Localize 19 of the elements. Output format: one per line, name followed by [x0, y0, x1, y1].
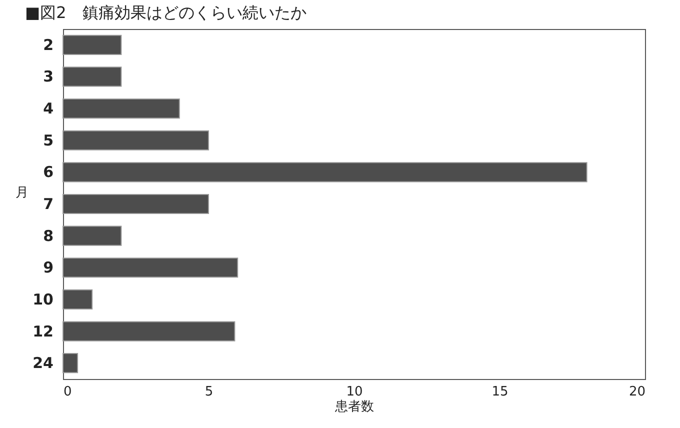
y-tick-label: 10 [32, 290, 54, 308]
y-tick-label: 8 [43, 226, 54, 245]
x-tick-label: 5 [204, 384, 214, 400]
y-tick-label: 7 [43, 195, 54, 213]
y-tick-label: 9 [43, 258, 54, 277]
x-tick-label: 10 [346, 384, 363, 400]
y-tick-label: 3 [43, 68, 54, 86]
y-tick-label: 2 [43, 36, 54, 54]
x-axis-title: 患者数 [334, 400, 374, 414]
y-tick-label: 12 [32, 322, 54, 340]
y-axis-title: 月 [16, 186, 28, 200]
x-tick-label: 15 [492, 384, 508, 400]
y-tick-label: 5 [43, 131, 54, 150]
x-tick-label: 0 [64, 384, 72, 400]
y-tick-label: 4 [43, 100, 54, 118]
y-tick-label: 6 [43, 163, 54, 182]
y-tick-label: 24 [32, 354, 54, 372]
chart-title: ■図2 鎮痛効果はどのくらい続いたか [25, 3, 306, 22]
x-tick-label: 20 [628, 384, 646, 400]
